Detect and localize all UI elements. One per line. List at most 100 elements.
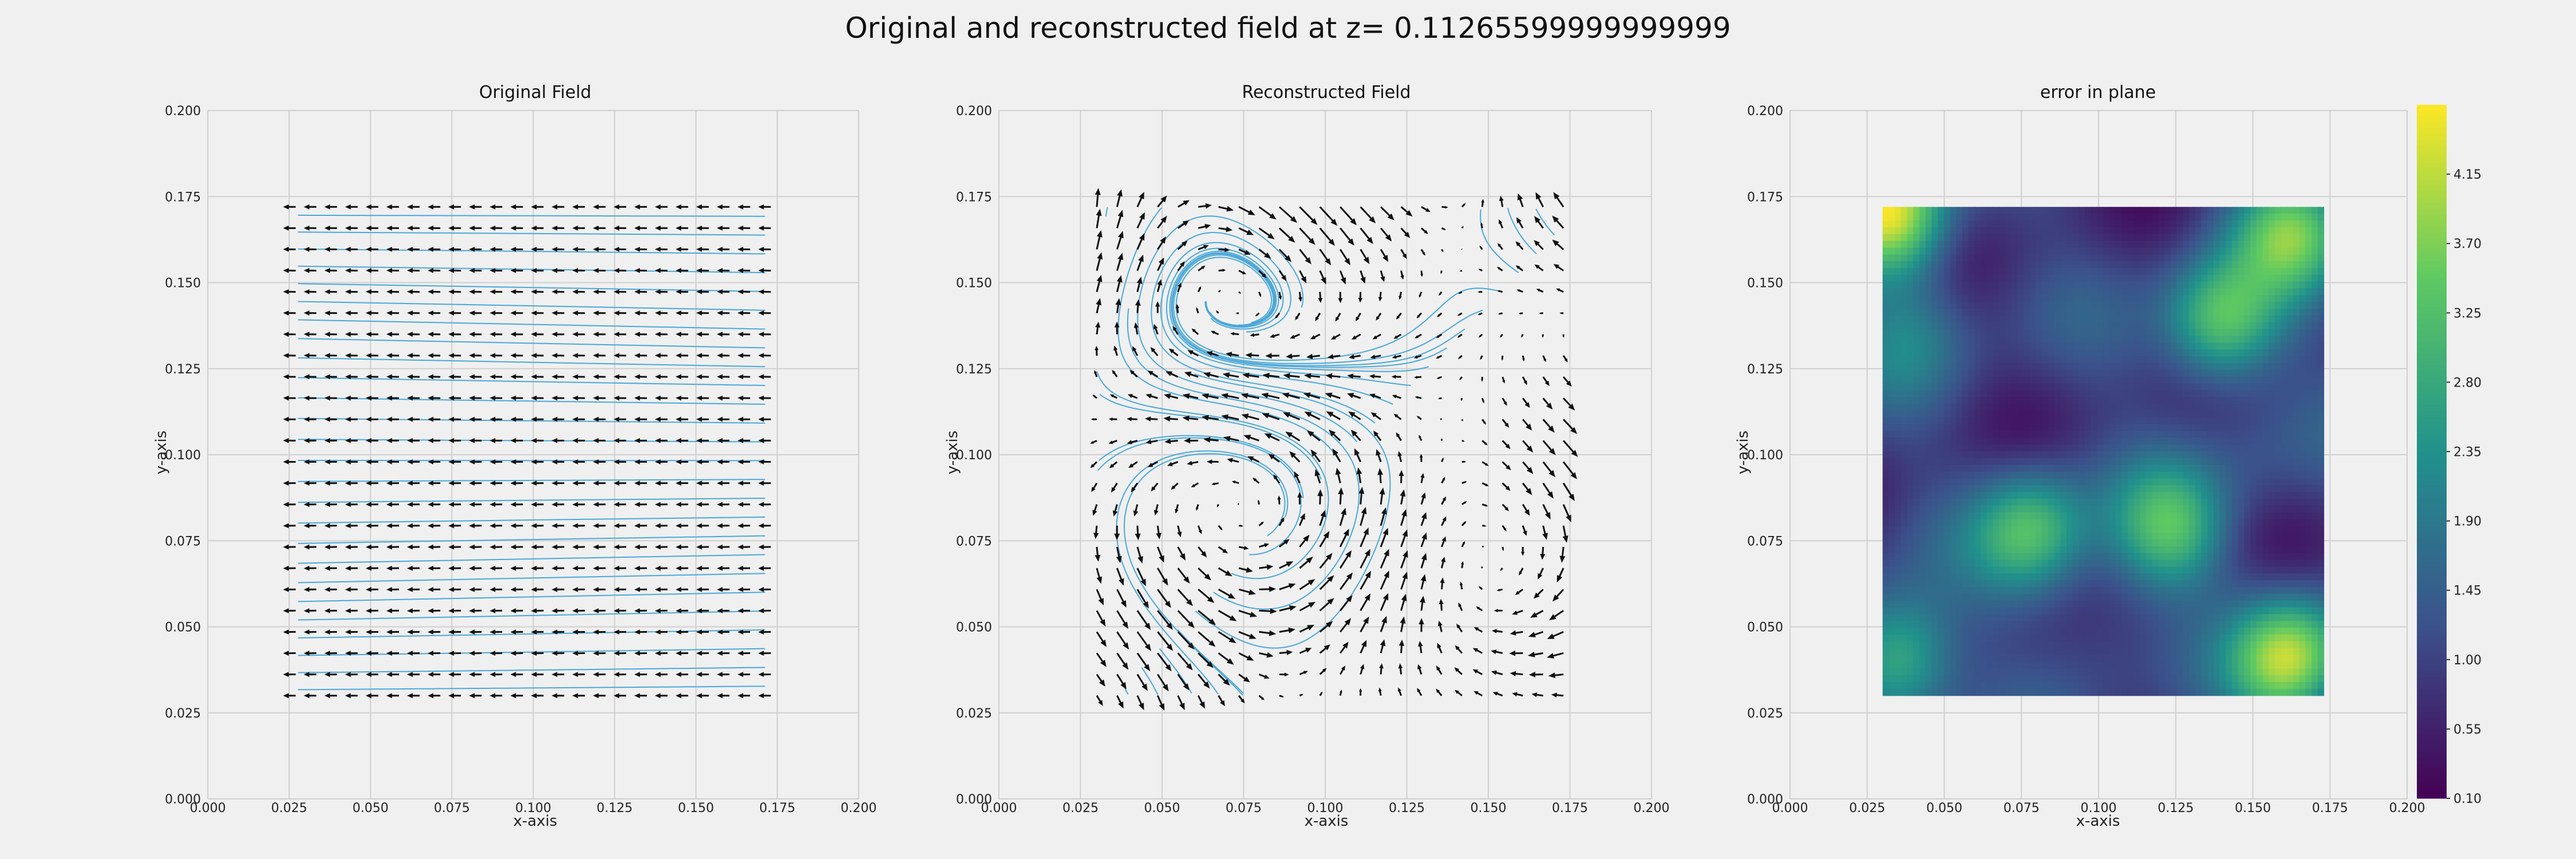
quiver-arrow <box>345 204 358 210</box>
heatmap-cell <box>2079 342 2085 350</box>
heatmap-cell <box>1968 315 1975 323</box>
heatmap-cell <box>2207 207 2214 214</box>
heatmap-cell <box>2219 295 2226 302</box>
heatmap-cell <box>2226 397 2233 404</box>
heatmap-cell <box>1950 254 1957 262</box>
heatmap-cell <box>2158 424 2165 432</box>
quiver-arrow <box>386 608 399 613</box>
heatmap-cell <box>1907 512 1914 520</box>
heatmap-cell <box>2274 492 2282 499</box>
quiver-arrow <box>1552 239 1564 250</box>
heatmap-cell <box>2269 539 2275 547</box>
heatmap-cell <box>2121 390 2128 397</box>
quiver-arrow <box>1116 652 1129 670</box>
heatmap-cell <box>2183 376 2190 384</box>
heatmap-cell <box>2244 261 2251 269</box>
heatmap-cell <box>2140 478 2147 486</box>
heatmap-cell <box>2146 492 2153 499</box>
heatmap-cell <box>2115 336 2122 343</box>
heatmap-cell <box>2109 349 2116 357</box>
heatmap-cell <box>2256 512 2263 520</box>
quiver-arrow <box>1370 354 1381 359</box>
heatmap-cell <box>2317 356 2325 364</box>
heatmap-cell <box>2023 451 2030 459</box>
heatmap-cell <box>2115 234 2122 242</box>
heatmap-cell <box>2312 288 2318 295</box>
heatmap-cell <box>1901 267 1908 275</box>
quiver-arrow <box>1547 652 1564 659</box>
heatmap-cell <box>2121 417 2128 425</box>
heatmap-cell <box>2305 478 2312 486</box>
heatmap-cell <box>2109 329 2116 337</box>
heatmap-cell <box>2250 546 2257 554</box>
heatmap-cell <box>2029 424 2036 432</box>
heatmap-cell <box>2097 214 2104 221</box>
heatmap-cell <box>2066 309 2073 316</box>
heatmap-cell <box>2054 315 2061 323</box>
heatmap-cell <box>2029 471 2036 479</box>
heatmap-cell <box>2183 464 2190 472</box>
quiver-arrow <box>283 374 296 380</box>
quiver-arrow <box>1458 291 1463 294</box>
heatmap-cell <box>2146 478 2153 486</box>
heatmap-cell <box>1974 254 1981 262</box>
heatmap-cell <box>1950 492 1957 499</box>
quiver-arrow <box>1556 288 1564 293</box>
heatmap-cell <box>1968 281 1975 289</box>
heatmap-cell <box>2097 478 2104 486</box>
heatmap-cell <box>1962 471 1969 479</box>
heatmap-cell <box>2115 451 2122 459</box>
heatmap-cell <box>2140 438 2147 445</box>
heatmap-cell <box>2127 505 2135 513</box>
quiver-arrow <box>1398 663 1403 675</box>
heatmap-cell <box>2158 526 2165 533</box>
quiver-arrow <box>613 693 626 699</box>
heatmap-cell <box>2274 390 2282 397</box>
heatmap-cell <box>2207 492 2214 499</box>
heatmap-cell <box>1950 362 1957 371</box>
heatmap-cell <box>2134 254 2140 262</box>
heatmap-cell <box>2158 234 2165 242</box>
heatmap-cell <box>2312 342 2318 350</box>
heatmap-cell <box>2097 281 2104 289</box>
heatmap-cell <box>1999 302 2006 309</box>
heatmap-cell <box>2293 220 2300 228</box>
heatmap-cell <box>1974 539 1981 547</box>
quiver-arrow <box>613 247 626 252</box>
heatmap-cell <box>2256 431 2263 438</box>
heatmap-cell <box>2207 288 2214 295</box>
heatmap-cell <box>1938 254 1945 262</box>
quiver-arrow <box>365 502 378 507</box>
heatmap-cell <box>2164 214 2171 221</box>
heatmap-cell <box>2140 485 2147 492</box>
quiver-arrow <box>1418 641 1423 653</box>
heatmap-cell <box>2048 498 2055 506</box>
quiver-arrow <box>1502 440 1511 450</box>
heatmap-cell <box>2287 362 2294 371</box>
heatmap-cell <box>2048 376 2055 384</box>
heatmap-cell <box>1956 390 1963 397</box>
heatmap-cell <box>1968 254 1975 262</box>
heatmap-cell <box>2299 471 2306 479</box>
heatmap-cell <box>2121 471 2128 479</box>
heatmap-cell <box>2188 322 2196 330</box>
quiver-arrow <box>407 310 420 316</box>
heatmap-cell <box>1974 390 1981 397</box>
quiver-arrow <box>1258 227 1275 239</box>
heatmap-cell <box>2188 315 2196 323</box>
heatmap-cell <box>1913 220 1920 228</box>
heatmap-cell <box>2036 362 2042 371</box>
heatmap-cell <box>2023 485 2030 492</box>
heatmap-cell <box>2195 410 2202 418</box>
heatmap-cell <box>2121 546 2128 554</box>
heatmap-cell <box>2231 444 2239 452</box>
heatmap-cell <box>1986 492 1993 499</box>
heatmap-cell <box>2158 404 2165 411</box>
heatmap-cell <box>2152 533 2159 540</box>
heatmap-cell <box>2219 492 2226 499</box>
heatmap-cell <box>1895 505 1902 513</box>
heatmap-cell <box>1974 485 1981 492</box>
heatmap-cell <box>2274 397 2282 404</box>
heatmap-cell <box>2299 519 2306 526</box>
